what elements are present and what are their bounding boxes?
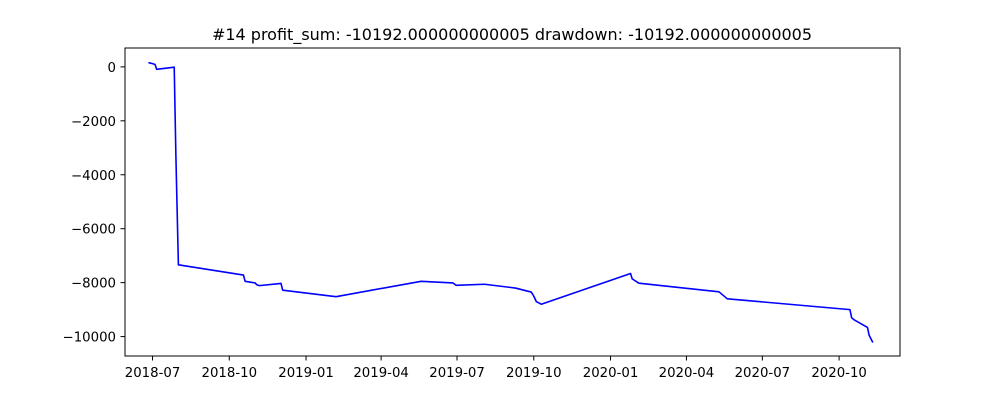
- x-tick-label: 2020-10: [811, 366, 867, 381]
- x-tick-label: 2019-10: [506, 366, 562, 381]
- chart-title: #14 profit_sum: -10192.000000000005 draw…: [212, 25, 812, 45]
- x-tick-label: 2018-10: [201, 366, 257, 381]
- y-tick-label: −8000: [71, 277, 116, 292]
- x-tick-label: 2020-04: [659, 366, 715, 381]
- series-line-0: [148, 61, 874, 343]
- x-tick-label: 2019-01: [278, 366, 334, 381]
- y-tick-label: −2000: [71, 115, 116, 130]
- x-tick-label: 2020-01: [583, 366, 639, 381]
- x-tick-label: 2020-07: [735, 366, 791, 381]
- x-tick-label: 2019-07: [429, 366, 485, 381]
- y-tick-label: −4000: [71, 169, 116, 184]
- y-tick-label: −10000: [63, 331, 116, 346]
- plot-data-layer: [148, 61, 874, 343]
- x-tick-label: 2019-04: [353, 366, 409, 381]
- x-axis: 2018-07 2018-10 2019-01 2019-04 2019-07 2019-…: [125, 356, 867, 381]
- x-tick-label: 2018-07: [125, 366, 181, 381]
- plot-frame: [124, 47, 901, 357]
- y-tick-label: 0: [108, 61, 116, 76]
- y-axis: 0 −2000 −4000 −6000 −8000 −10000: [63, 61, 125, 346]
- y-tick-label: −6000: [71, 223, 116, 238]
